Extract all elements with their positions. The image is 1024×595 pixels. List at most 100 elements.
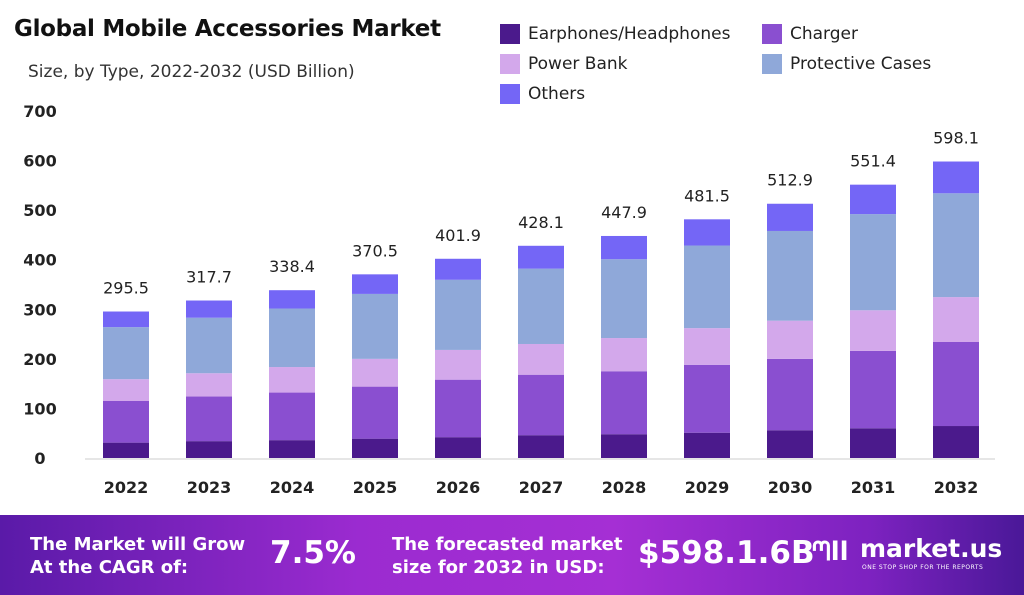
bar-total-label: 428.1 <box>518 213 564 232</box>
legend-swatch <box>500 54 520 74</box>
legend-item: Power Bank <box>500 54 762 74</box>
bar-segment-protective-cases <box>684 245 730 329</box>
bar-segment-others <box>186 300 232 318</box>
bar-segment-earphones-headphones <box>186 441 232 458</box>
bar-segment-power-bank <box>103 379 149 401</box>
bar-segment-power-bank <box>933 297 979 343</box>
bar-segment-others <box>352 274 398 294</box>
bar-segment-protective-cases <box>435 279 481 350</box>
x-tick-label: 2028 <box>602 478 647 497</box>
x-tick-label: 2022 <box>104 478 149 497</box>
bar-segment-charger <box>684 364 730 433</box>
bar-segment-power-bank <box>767 320 813 359</box>
bar-total-label: 512.9 <box>767 171 813 190</box>
bar-total-label: 338.4 <box>269 257 315 276</box>
bar-total-label: 401.9 <box>435 226 481 245</box>
bar-segment-power-bank <box>269 367 315 393</box>
bar-segment-earphones-headphones <box>103 442 149 458</box>
x-tick-label: 2032 <box>934 478 979 497</box>
legend-swatch <box>762 54 782 74</box>
legend-item: Others <box>500 84 762 104</box>
bar-segment-others <box>435 258 481 280</box>
cagr-label: The Market will Grow At the CAGR of: <box>30 534 246 578</box>
bar-segment-charger <box>103 400 149 443</box>
bar-segment-protective-cases <box>518 268 564 344</box>
y-tick-label: 300 <box>23 300 56 319</box>
bar-total-label: 598.1 <box>933 129 979 148</box>
x-tick-label: 2031 <box>851 478 896 497</box>
y-tick-label: 500 <box>23 201 56 220</box>
legend-item: Earphones/Headphones <box>500 24 762 44</box>
bar-total-label: 295.5 <box>103 279 149 298</box>
bar-segment-earphones-headphones <box>933 426 979 458</box>
bar-segment-power-bank <box>435 349 481 380</box>
legend-swatch <box>762 24 782 44</box>
bar-total-label: 551.4 <box>850 152 896 171</box>
bar-segment-protective-cases <box>269 308 315 368</box>
bar-segment-charger <box>933 342 979 427</box>
bar-segment-earphones-headphones <box>352 438 398 458</box>
forecast-value: $598.1.6B <box>638 535 815 571</box>
bar-segment-protective-cases <box>352 293 398 359</box>
bar-segment-earphones-headphones <box>850 428 896 458</box>
bar-segment-charger <box>850 350 896 429</box>
bar-segment-others <box>684 219 730 246</box>
bar-segment-power-bank <box>518 343 564 375</box>
x-tick-label: 2024 <box>270 478 315 497</box>
x-tick-label: 2027 <box>519 478 564 497</box>
bar-segment-charger <box>601 371 647 435</box>
bar-segment-protective-cases <box>850 214 896 311</box>
bar-segment-others <box>767 203 813 231</box>
x-tick-label: 2025 <box>353 478 398 497</box>
y-tick-label: 100 <box>23 399 56 418</box>
cagr-value: 7.5% <box>270 535 356 571</box>
bar-segment-protective-cases <box>186 317 232 374</box>
chart-title: Global Mobile Accessories Market <box>14 16 441 42</box>
bar-segment-charger <box>352 386 398 439</box>
bar-segment-earphones-headphones <box>767 430 813 458</box>
legend-label: Others <box>528 84 586 104</box>
legend-label: Protective Cases <box>790 54 932 74</box>
y-tick-label: 200 <box>23 350 56 369</box>
bar-segment-charger <box>518 374 564 436</box>
chart-plot: 0 100 200 300 400 500 600 700 295.5 2022 317.7 2023… <box>23 102 995 497</box>
bar-segment-others <box>269 290 315 309</box>
bar-segment-charger <box>186 396 232 442</box>
legend-swatch <box>500 84 520 104</box>
legend-item: Protective Cases <box>762 54 1002 74</box>
bar-segment-earphones-headphones <box>269 440 315 458</box>
y-tick-label: 400 <box>23 251 56 270</box>
bar-segment-power-bank <box>850 310 896 351</box>
legend-label: Earphones/Headphones <box>528 24 731 44</box>
bar-total-label: 481.5 <box>684 186 730 205</box>
bar-total-label: 370.5 <box>352 241 398 260</box>
x-tick-label: 2026 <box>436 478 481 497</box>
bar-segment-protective-cases <box>933 193 979 298</box>
bar-segment-earphones-headphones <box>684 432 730 458</box>
summary-banner: The Market will Grow At the CAGR of: 7.5… <box>0 515 1024 595</box>
bar-segment-power-bank <box>352 358 398 387</box>
market-us-logo-icon: ᘉll <box>812 537 849 567</box>
y-tick-label: 0 <box>34 449 45 468</box>
bar-segment-power-bank <box>601 338 647 372</box>
bar-segment-others <box>850 184 896 215</box>
bar-segment-charger <box>767 358 813 431</box>
bar-segment-charger <box>269 392 315 441</box>
bar-segment-others <box>103 311 149 328</box>
bar-segment-protective-cases <box>601 259 647 339</box>
legend-label: Power Bank <box>528 54 628 74</box>
bar-total-label: 447.9 <box>601 203 647 222</box>
bar-segment-power-bank <box>186 373 232 397</box>
bar-segment-others <box>933 161 979 194</box>
bar-segment-others <box>518 245 564 269</box>
x-tick-label: 2030 <box>768 478 813 497</box>
bar-segment-earphones-headphones <box>435 437 481 458</box>
bar-segment-earphones-headphones <box>601 434 647 458</box>
x-tick-label: 2023 <box>187 478 232 497</box>
bar-segment-others <box>601 235 647 260</box>
brand-name: market.us <box>860 534 1003 563</box>
bar-segment-charger <box>435 379 481 438</box>
legend-item: Charger <box>762 24 1002 44</box>
chart-subtitle: Size, by Type, 2022-2032 (USD Billion) <box>28 62 355 82</box>
legend: Earphones/Headphones Charger Power Bank … <box>500 24 1010 104</box>
